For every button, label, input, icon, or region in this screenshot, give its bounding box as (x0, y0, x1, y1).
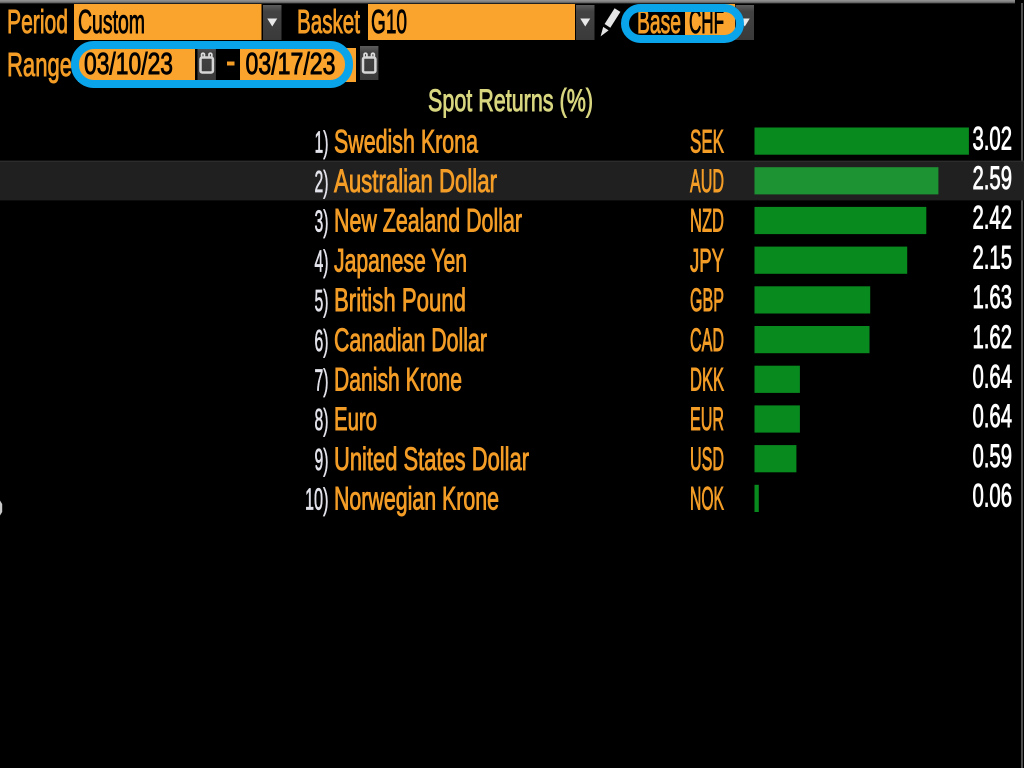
svg-text:3): 3) (315, 204, 329, 239)
svg-text:Japanese Yen: Japanese Yen (334, 242, 467, 278)
svg-text:5): 5) (315, 283, 329, 318)
svg-text:2.59: 2.59 (973, 160, 1013, 196)
svg-text:0.64: 0.64 (973, 398, 1013, 434)
svg-text:Spot Returns (%): Spot Returns (%) (428, 83, 593, 118)
svg-text:DKK: DKK (690, 362, 724, 398)
svg-text:United States Dollar: United States Dollar (334, 441, 529, 477)
svg-text:GBP: GBP (690, 282, 724, 318)
svg-text:8): 8) (315, 402, 329, 437)
svg-text:Australian Dollar: Australian Dollar (334, 163, 497, 199)
svg-text:British Pound: British Pound (334, 282, 466, 318)
svg-text:Basket: Basket (297, 3, 360, 40)
svg-text:2.42: 2.42 (973, 200, 1013, 236)
svg-text:New Zealand Dollar: New Zealand Dollar (334, 203, 522, 239)
svg-text:0.06: 0.06 (973, 478, 1013, 514)
svg-text:SEK: SEK (690, 123, 724, 159)
svg-text:2): 2) (315, 164, 329, 199)
svg-text:6): 6) (315, 323, 329, 358)
svg-text:Norwegian Krone: Norwegian Krone (334, 481, 499, 517)
svg-text:3.02: 3.02 (973, 120, 1013, 156)
svg-text:10): 10) (305, 482, 329, 517)
svg-text:Range: Range (7, 46, 72, 83)
svg-text:1.62: 1.62 (973, 319, 1013, 355)
svg-text:03/10/23: 03/10/23 (84, 46, 173, 81)
svg-text:03/17/23: 03/17/23 (246, 46, 336, 81)
svg-text:0.59: 0.59 (973, 438, 1013, 474)
svg-text:NOK: NOK (690, 481, 724, 517)
svg-text:1.63: 1.63 (973, 279, 1013, 315)
svg-text:Euro: Euro (334, 401, 377, 437)
svg-text:AUD: AUD (690, 163, 724, 199)
svg-text:4): 4) (315, 243, 329, 278)
svg-text:G10: G10 (371, 3, 407, 40)
svg-text:JPY: JPY (690, 242, 724, 278)
svg-text:Canadian Dollar: Canadian Dollar (334, 322, 487, 358)
svg-text:EUR: EUR (690, 401, 724, 437)
svg-text:0.64: 0.64 (973, 359, 1013, 395)
svg-text:9): 9) (315, 442, 329, 477)
svg-text:Period: Period (7, 3, 68, 40)
svg-text:USD: USD (690, 441, 724, 477)
svg-text:CAD: CAD (690, 322, 724, 358)
svg-text:Danish Krone: Danish Krone (334, 362, 462, 398)
svg-text:NZD: NZD (690, 203, 724, 239)
svg-text:Swedish Krona: Swedish Krona (334, 123, 478, 159)
svg-text:2.15: 2.15 (973, 239, 1013, 275)
svg-text:1): 1) (315, 124, 329, 159)
svg-text:7): 7) (315, 363, 329, 398)
svg-text:Custom: Custom (78, 3, 145, 40)
